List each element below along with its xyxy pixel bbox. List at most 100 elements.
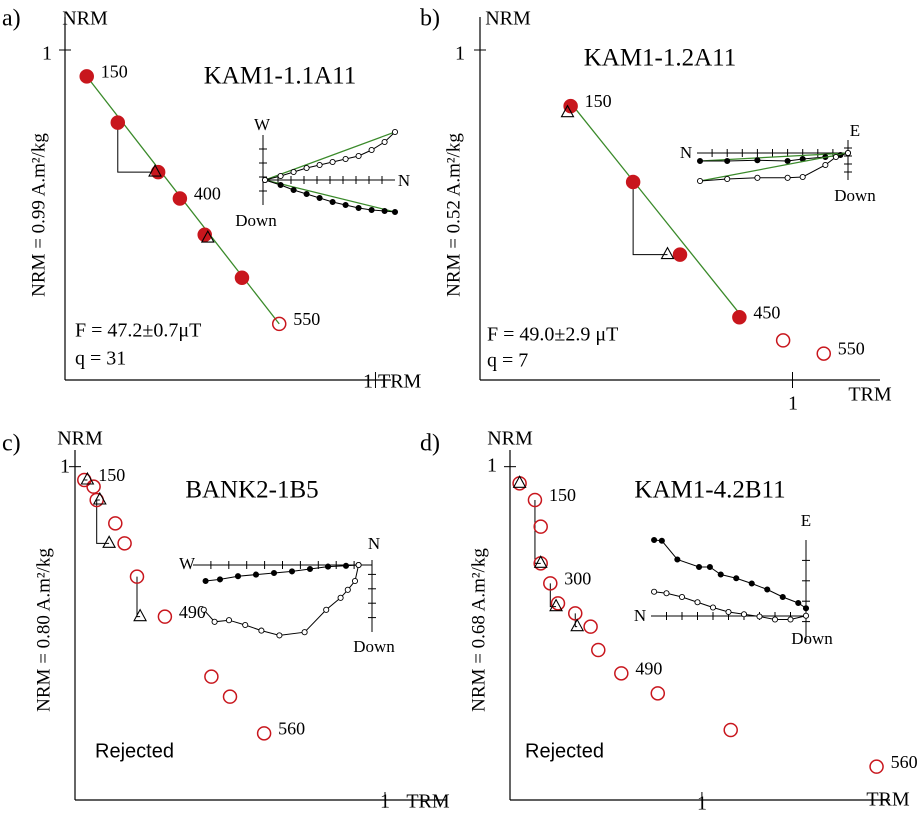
point-label: 150	[101, 62, 128, 82]
inset-point	[301, 629, 308, 636]
ptrm-check	[200, 229, 215, 243]
inset-point	[787, 616, 794, 623]
inset-point	[795, 599, 802, 607]
panel-label: d)	[420, 431, 440, 457]
inset-point	[784, 174, 791, 181]
rejected-point	[117, 536, 132, 551]
inset-point	[342, 155, 349, 163]
inset-point	[290, 186, 297, 194]
ptrm-check-line	[549, 583, 557, 608]
inset-point	[832, 153, 839, 161]
ptrm-check	[570, 618, 585, 632]
annotation: q = 31	[75, 348, 126, 370]
inset-point	[784, 157, 791, 165]
point-label: 560	[278, 718, 305, 738]
ptrm-check-line	[136, 576, 141, 618]
rejected-point	[591, 642, 606, 658]
annotation: Rejected	[95, 740, 174, 762]
y-axis-title: NRM	[57, 428, 103, 450]
inset-axis-label: Down	[353, 637, 395, 656]
y-axis-title: NRM	[485, 8, 531, 30]
annotation: F = 47.2±0.7μT	[75, 320, 201, 342]
y-tick-label: 1	[487, 455, 497, 477]
rejected-point	[723, 722, 738, 738]
inset-point	[342, 562, 350, 569]
inset-point	[754, 157, 761, 164]
inset-point	[270, 569, 278, 577]
y-axis-label: NRM = 0.99 A.m²/kg	[28, 133, 49, 297]
inset-point	[391, 208, 399, 216]
ptrm-check	[92, 491, 107, 505]
inset-point	[303, 190, 310, 198]
ptrm-check	[148, 163, 162, 177]
panel-label: b)	[420, 6, 440, 32]
inset-point	[658, 537, 665, 544]
x-axis-title: TRM	[406, 791, 450, 813]
inset-point	[351, 577, 359, 585]
fit-line	[570, 102, 744, 318]
panel-label: a)	[2, 6, 21, 32]
inset-fit-line	[264, 179, 396, 213]
inset-point	[303, 164, 310, 172]
annotation: q = 7	[487, 350, 528, 372]
inset-point	[276, 632, 283, 639]
point-label: 490	[179, 602, 206, 622]
inset-point	[355, 152, 362, 160]
rejected-point	[204, 669, 219, 684]
inset-point	[733, 575, 740, 582]
inset-point	[329, 158, 336, 166]
ptrm-check	[560, 104, 575, 118]
ptrm-check-line	[117, 122, 156, 173]
inset-point	[368, 146, 375, 154]
accepted-point	[625, 174, 641, 190]
x-tick-label: 1	[788, 393, 798, 415]
inset-point	[724, 157, 731, 165]
annotation: Rejected	[525, 740, 604, 762]
inset-point	[381, 207, 388, 215]
chart-title: KAM1-4.2B11	[634, 477, 785, 504]
accepted-point	[672, 247, 688, 262]
inset-point	[216, 576, 224, 583]
rejected-point	[108, 516, 123, 531]
x-tick-label: 1	[380, 791, 390, 813]
inset-axis-label: Down	[791, 629, 833, 648]
inset-point	[696, 563, 703, 571]
inset-point	[771, 616, 779, 623]
inset-point	[740, 611, 748, 618]
accepted-point	[732, 310, 747, 325]
chart-title: BANK2-1B5	[185, 477, 318, 504]
inset-point	[725, 608, 732, 616]
inset-axis-label: N	[634, 606, 646, 625]
inset-fit-line	[264, 131, 396, 181]
rejected-point	[543, 576, 558, 591]
inset-point	[252, 571, 260, 578]
y-axis-title: NRM	[62, 8, 108, 30]
inset-point	[696, 177, 704, 185]
x-axis-title: TRM	[866, 789, 910, 811]
inset-axis-label: N	[398, 171, 410, 190]
panel-label: c)	[2, 431, 21, 457]
point-label: 150	[98, 465, 125, 485]
inset-point	[709, 604, 717, 611]
inset-point	[696, 157, 704, 165]
y-axis-label: NRM = 0.52 A.m²/kg	[443, 133, 464, 297]
inset-axis-label: W	[179, 554, 196, 573]
inset-point	[242, 621, 249, 629]
y-axis-label: NRM = 0.68 A.m²/kg	[468, 548, 489, 712]
y-axis-label: NRM = 0.80 A.m²/kg	[33, 548, 54, 712]
inset-point	[225, 617, 233, 624]
inset-point	[391, 128, 399, 136]
point-label: 550	[838, 339, 865, 359]
rejected-point	[533, 519, 548, 534]
inset-point	[202, 577, 209, 585]
point-label: 400	[194, 184, 221, 204]
point-label: 550	[293, 309, 320, 329]
inset-point	[329, 198, 336, 206]
rejected-point	[271, 316, 287, 332]
annotation: F = 49.0±2.9 μT	[487, 324, 618, 346]
inset-point	[290, 168, 297, 176]
ptrm-check	[133, 608, 148, 622]
ptrm-check	[512, 475, 527, 488]
inset-point	[754, 174, 761, 181]
chart-title: KAM1-1.1A11	[204, 63, 357, 90]
